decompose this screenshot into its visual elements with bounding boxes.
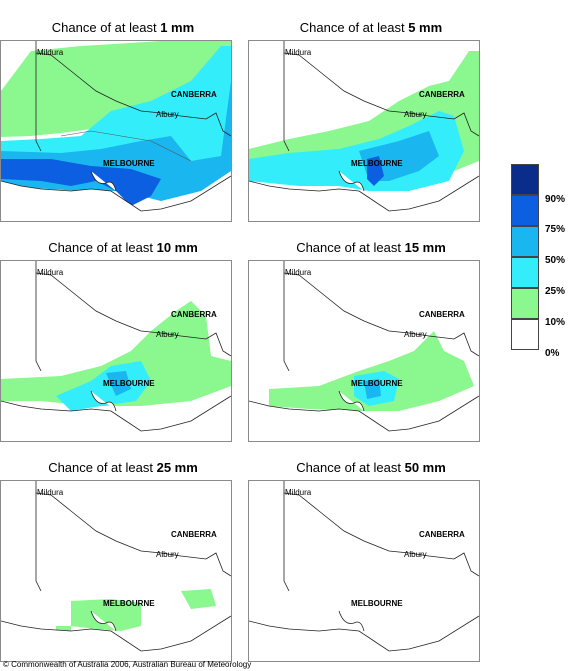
place-albury: Albury [156,330,179,339]
legend-label: 50% [545,255,566,266]
place-mildura: Mildura [285,48,312,57]
title-amount: 50 mm [404,460,446,475]
place-mildura: Mildura [285,488,312,497]
title-prefix: Chance of at least [48,240,153,255]
map-50mm: Mildura CANBERRA Albury MELBOURNE [248,480,480,662]
map-10mm: Mildura CANBERRA Albury MELBOURNE [0,260,232,442]
copyright-text: © Commonwealth of Australia 2006, Austra… [3,660,252,669]
place-mildura: Mildura [285,268,312,277]
panel-title-1mm: Chance of at least 1 mm [0,20,246,35]
place-canberra: CANBERRA [419,530,465,539]
place-melbourne: MELBOURNE [351,159,403,168]
place-canberra: CANBERRA [171,90,217,99]
panel-title-25mm: Chance of at least 25 mm [0,460,246,475]
place-mildura: Mildura [37,268,64,277]
legend-label: 75% [545,224,566,235]
place-mildura: Mildura [37,488,64,497]
title-prefix: Chance of at least [296,240,401,255]
panel-title-50mm: Chance of at least 50 mm [248,460,494,475]
title-amount: 25 mm [156,460,198,475]
legend-label: 90% [545,194,566,205]
panel-title-15mm: Chance of at least 15 mm [248,240,494,255]
map-1mm: Mildura CANBERRA Albury MELBOURNE [0,40,232,222]
map-25mm: Mildura CANBERRA Albury MELBOURNE [0,480,232,662]
panel-title-5mm: Chance of at least 5 mm [248,20,494,35]
place-mildura: Mildura [37,48,64,57]
map-5mm: Mildura CANBERRA Albury MELBOURNE [248,40,480,222]
legend-swatch [511,195,539,226]
place-albury: Albury [156,550,179,559]
place-melbourne: MELBOURNE [103,379,155,388]
place-albury: Albury [404,110,427,119]
title-prefix: Chance of at least [51,20,157,35]
legend-swatch [511,257,539,288]
title-prefix: Chance of at least [48,460,153,475]
title-prefix: Chance of at least [296,460,401,475]
legend-label: 0% [545,348,560,359]
title-prefix: Chance of at least [299,20,405,35]
place-albury: Albury [156,110,179,119]
title-amount: 5 mm [408,20,443,35]
place-melbourne: MELBOURNE [351,379,403,388]
legend-label: 25% [545,286,566,297]
place-canberra: CANBERRA [171,530,217,539]
title-amount: 10 mm [156,240,198,255]
place-albury: Albury [404,550,427,559]
title-amount: 1 mm [160,20,195,35]
legend-swatch [511,319,539,350]
panel-title-10mm: Chance of at least 10 mm [0,240,246,255]
map-15mm: Mildura CANBERRA Albury MELBOURNE [248,260,480,442]
title-amount: 15 mm [404,240,446,255]
place-canberra: CANBERRA [419,310,465,319]
legend-swatch [511,288,539,319]
place-albury: Albury [404,330,427,339]
place-melbourne: MELBOURNE [103,159,155,168]
legend-swatch [511,226,539,257]
place-canberra: CANBERRA [419,90,465,99]
legend-swatch [511,164,539,195]
place-canberra: CANBERRA [171,310,217,319]
place-melbourne: MELBOURNE [103,599,155,608]
legend-label: 10% [545,317,566,328]
place-melbourne: MELBOURNE [351,599,403,608]
